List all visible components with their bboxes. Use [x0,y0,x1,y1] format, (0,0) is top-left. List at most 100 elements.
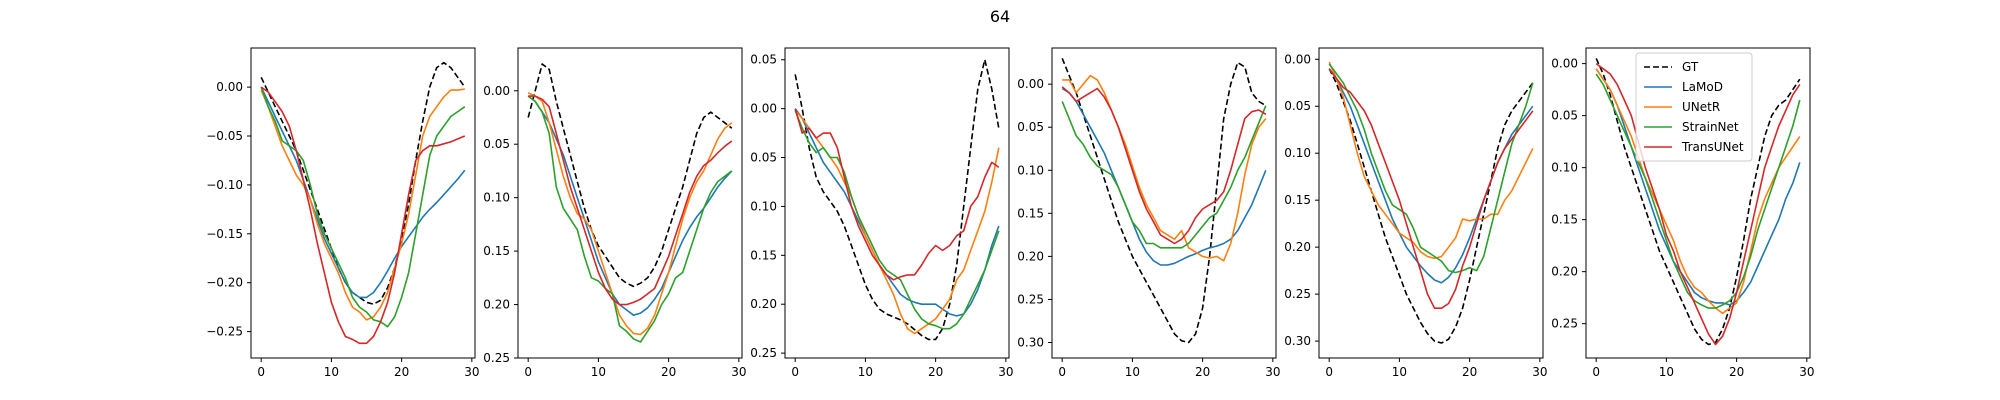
y-tick-label: 0.25 [1551,317,1578,331]
y-tick-label: 0.10 [1284,146,1311,160]
axes-frame [1585,47,1811,359]
y-tick-label: 0.25 [1284,287,1311,301]
series-line-transunet [1061,86,1267,245]
y-tick-label: 0.05 [750,53,777,67]
series-line-gt [1328,68,1534,344]
y-tick-label: 0.10 [750,199,777,213]
subplot-1: 0 10 20 30 0.00 −0.05 −0.10 −0.15 −0.20 −0.25 [206,47,479,379]
series-line-unetr [1328,61,1534,260]
x-tick-label: 10 [1392,365,1407,379]
y-tick-label: 0.05 [750,151,777,165]
series-line-unetr [260,88,465,321]
x-tick-label: 30 [1265,365,1280,379]
y-tick-label: 0.00 [750,102,777,116]
x-tick-label: 30 [464,365,479,379]
subplot-3: 0 10 20 30 0.05 0.00 0.05 0.10 0.15 0.20 0.25 [750,47,1013,379]
y-tick-label: 0.10 [483,191,510,205]
series-line-gt [794,58,1000,341]
series-line-lamod [527,95,733,317]
x-tick-label: 20 [661,365,676,379]
y-tick-label: −0.25 [206,325,243,339]
x-tick-label: 20 [394,365,409,379]
y-tick-label: 0.20 [1551,265,1578,279]
x-tick-label: 0 [1592,365,1600,379]
x-tick-label: 0 [1058,365,1066,379]
x-tick-label: 30 [998,365,1013,379]
series-line-strainnet [794,110,1000,330]
legend-label-gt: GT [1682,60,1699,74]
x-tick-label: 30 [1799,365,1814,379]
y-tick-label: 0.05 [1551,109,1578,123]
x-tick-label: 10 [1125,365,1140,379]
x-tick-label: 20 [1195,365,1210,379]
series-line-transunet [528,95,733,306]
y-tick-label: 0.00 [1551,57,1578,71]
y-tick-label: 0.20 [1017,249,1044,263]
y-tick-label: 0.15 [1284,193,1311,207]
series-line-transunet [1328,68,1534,310]
axes-frame [1318,47,1544,359]
y-tick-label: 0.30 [1284,334,1311,348]
legend-label-unetr: UNetR [1682,100,1720,114]
y-tick-label: 0.00 [216,80,243,94]
x-tick-label: 0 [257,365,265,379]
y-tick-label: 0.05 [1017,120,1044,134]
series-line-unetr [1062,74,1267,262]
legend-label-transunet: TransUNet [1681,140,1744,154]
y-tick-label: 0.00 [1284,52,1311,66]
figure-title: 64 [990,7,1010,26]
axes-frame [1051,47,1277,359]
y-tick-label: 0.15 [750,248,777,262]
x-tick-label: 20 [1729,365,1744,379]
series-line-unetr [1595,68,1801,315]
legend-label-strainnet: StrainNet [1682,120,1739,134]
series-line-lamod [260,86,466,299]
subplot-4: 0 10 20 30 0.00 0.05 0.10 0.15 0.20 0.25 0.30 [1017,47,1280,379]
y-tick-label: 0.30 [1017,336,1044,350]
y-tick-label: 0.20 [1284,240,1311,254]
legend-label-lamod: LaMoD [1682,80,1723,94]
series-line-transunet [260,86,466,345]
x-tick-label: 0 [791,365,799,379]
y-tick-label: 0.15 [483,244,510,258]
x-tick-label: 10 [858,365,873,379]
y-tick-label: −0.10 [206,178,243,192]
x-tick-label: 0 [1325,365,1333,379]
series-line-gt [527,63,733,288]
x-tick-label: 10 [591,365,606,379]
x-tick-label: 30 [1532,365,1547,379]
y-tick-label: 0.05 [1284,99,1311,113]
axes-frame [250,47,476,359]
y-tick-label: −0.20 [206,276,243,290]
y-tick-label: 0.15 [1551,213,1578,227]
y-tick-label: 0.25 [483,351,510,365]
y-tick-label: 0.10 [1017,163,1044,177]
subplot-2: 0 10 20 30 0.00 0.05 0.10 0.15 0.20 0.25 [483,47,746,379]
y-tick-label: −0.15 [206,227,243,241]
series-line-strainnet [1061,101,1267,249]
y-tick-label: 0.10 [1551,161,1578,175]
series-line-unetr [527,92,733,336]
y-tick-label: 0.00 [1017,77,1044,91]
series-line-gt [1061,57,1267,344]
axes-frame [517,47,743,359]
y-tick-label: −0.05 [206,129,243,143]
subplots: 0 10 20 30 0.00 −0.05 −0.10 −0.15 −0.20 −0.25 0 10 2… [206,47,1814,379]
y-tick-label: 0.25 [750,346,777,360]
series-line-strainnet [260,86,466,328]
series-line-strainnet [527,95,733,343]
y-tick-label: 0.15 [1017,206,1044,220]
y-tick-label: 0.05 [483,137,510,151]
subplot-5: 0 10 20 30 0.00 0.05 0.10 0.15 0.20 0.25 0.30 [1284,47,1547,379]
subplot-6: 0 10 20 30 0.00 0.05 0.10 0.15 0.20 0.25 GT LaMoD UN… [1551,47,1814,379]
series-line-strainnet [1328,63,1534,274]
y-tick-label: 0.20 [750,297,777,311]
x-tick-label: 20 [1462,365,1477,379]
y-tick-label: 0.00 [483,84,510,98]
x-tick-label: 10 [1659,365,1674,379]
legend-box [1635,52,1753,162]
series-line-strainnet [1595,73,1801,309]
series-line-transunet [1595,62,1801,346]
legend: GT LaMoD UNetR StrainNet TransUNet [1635,52,1753,162]
